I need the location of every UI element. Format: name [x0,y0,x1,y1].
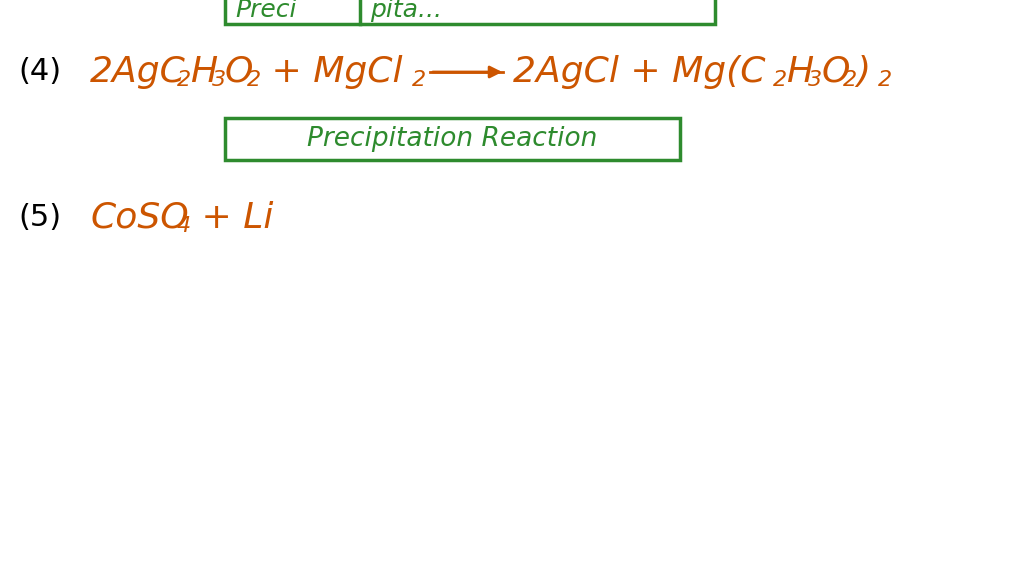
Text: CoSO: CoSO [90,201,188,235]
Text: 2: 2 [878,70,892,90]
Text: (5): (5) [18,203,61,233]
Text: 3: 3 [212,70,225,90]
Text: 2AgC: 2AgC [90,55,186,89]
Text: O: O [821,55,850,89]
Text: + MgCl: + MgCl [260,55,402,89]
Text: H: H [786,55,813,89]
Text: + Li: + Li [190,201,273,235]
Text: 4: 4 [177,216,190,236]
Text: 3: 3 [808,70,822,90]
Text: H: H [190,55,217,89]
Text: Preci: Preci [234,0,297,22]
Text: pita...: pita... [370,0,442,22]
Text: Precipitation Reaction: Precipitation Reaction [307,126,598,152]
Text: (4): (4) [18,58,61,86]
Text: 2: 2 [412,70,426,90]
Bar [225,0,715,24]
Text: 2: 2 [247,70,261,90]
Text: ): ) [856,55,870,89]
Text: 2: 2 [773,70,787,90]
Bar [225,118,680,160]
Text: O: O [225,55,253,89]
Text: 2: 2 [843,70,857,90]
Text: 2AgCl + Mg(C: 2AgCl + Mg(C [513,55,766,89]
Text: 2: 2 [177,70,190,90]
